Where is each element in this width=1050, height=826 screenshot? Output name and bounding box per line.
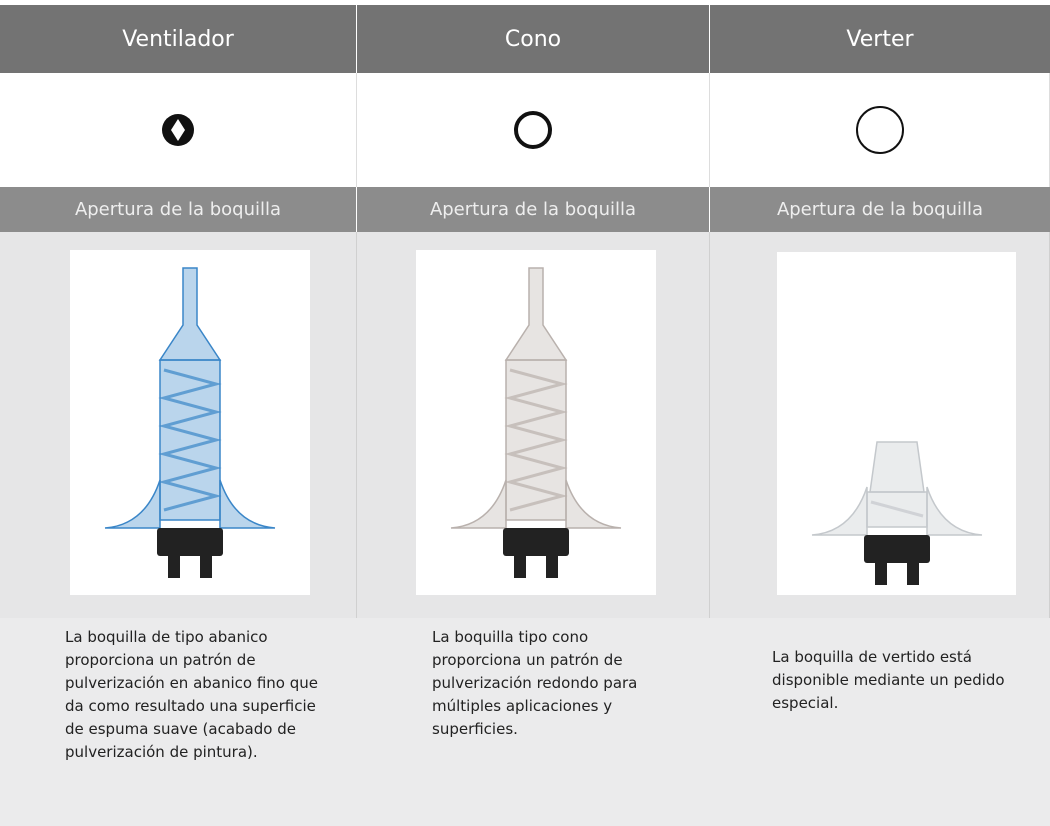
nozzle-image: [416, 250, 656, 595]
fan-icon: [162, 114, 194, 146]
description: La boquilla tipo cono proporciona un pat…: [432, 628, 638, 738]
nozzle-part: [875, 563, 887, 585]
description-cell: La boquilla tipo cono proporciona un pat…: [357, 618, 710, 826]
header: Cono: [357, 5, 710, 73]
nozzle-part: [157, 528, 223, 556]
header-row: Ventilador Cono Verter: [0, 5, 1050, 73]
nozzle-image: [777, 252, 1016, 595]
description: La boquilla de vertido está disponible m…: [772, 648, 1005, 712]
description: La boquilla de tipo abanico proporciona …: [65, 628, 319, 761]
nozzle-image: [70, 250, 310, 595]
nozzle-part: [864, 535, 930, 563]
icon-cell: [357, 73, 710, 187]
nozzle-part: [514, 556, 526, 578]
icon-row: [0, 73, 1050, 187]
icon-cell: [0, 73, 357, 187]
nozzle-part: [907, 563, 919, 585]
nozzle-part: [200, 556, 212, 578]
nozzle-part: [158, 267, 222, 361]
description-cell: La boquilla de vertido está disponible m…: [710, 618, 1050, 826]
nozzle-part: [546, 556, 558, 578]
header: Verter: [846, 26, 914, 52]
icon-cell: [710, 73, 1050, 187]
header: Ventilador: [0, 5, 357, 73]
nozzle-part: [450, 479, 622, 529]
nozzle-part: [168, 556, 180, 578]
nozzle-part: [503, 528, 569, 556]
caption: Apertura de la boquilla: [0, 187, 357, 232]
description-row: La boquilla de tipo abanico proporciona …: [0, 618, 1050, 826]
caption-row: Apertura de la boquilla Apertura de la b…: [0, 187, 1050, 232]
pour-icon: [855, 106, 904, 154]
nozzle-part: [104, 479, 276, 529]
image-cell: [0, 232, 357, 618]
caption: Apertura de la boquilla: [776, 199, 984, 220]
nozzle-part: [158, 368, 222, 512]
nozzle-part: [870, 500, 924, 518]
image-row: [0, 232, 1050, 618]
image-cell: [710, 232, 1050, 618]
cone-icon: [514, 111, 552, 149]
nozzle-part: [869, 441, 925, 493]
caption: Apertura de la boquilla: [357, 187, 710, 232]
description-cell: La boquilla de tipo abanico proporciona …: [0, 618, 357, 826]
nozzle-part: [811, 486, 983, 536]
image-cell: [357, 232, 710, 618]
nozzle-part: [504, 267, 568, 361]
nozzle-part: [504, 368, 568, 512]
